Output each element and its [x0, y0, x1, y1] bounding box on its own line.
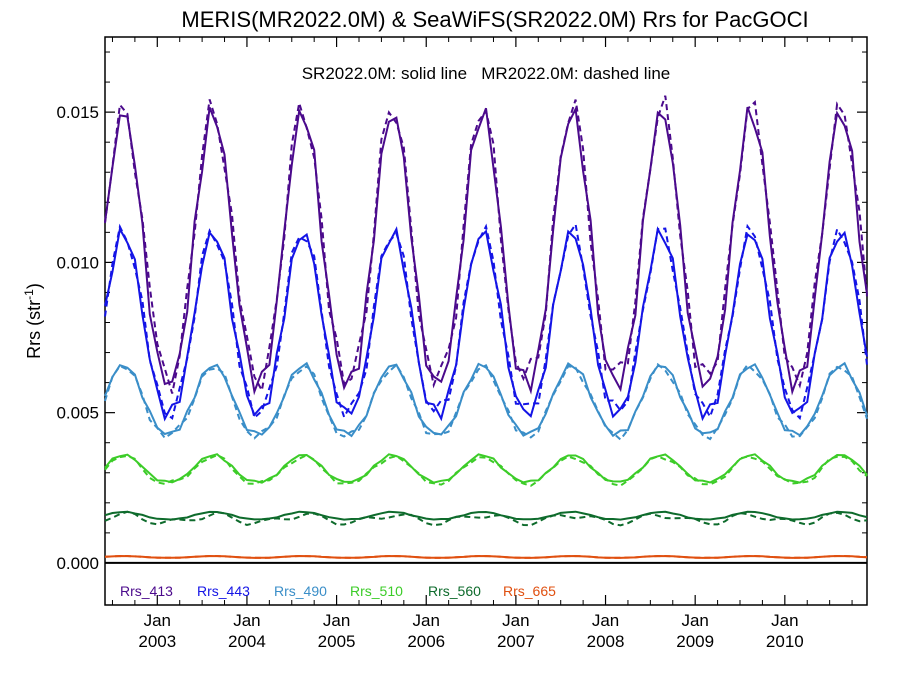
- x-tick-month: Jan: [771, 611, 798, 630]
- y-tick-label: 0.015: [56, 103, 99, 122]
- x-tick-month: Jan: [592, 611, 619, 630]
- legend-entry-rrs_443: Rrs_443: [197, 583, 250, 599]
- series-rrs_665-dashed: [104, 554, 868, 559]
- series-rrs_560-solid: [104, 510, 868, 521]
- legend-entry-rrs_510: Rrs_510: [350, 583, 403, 599]
- x-tick-year: 2007: [497, 632, 535, 651]
- series-rrs_510-dashed: [104, 453, 868, 487]
- x-tick-month: Jan: [144, 611, 171, 630]
- x-tick-year: 2003: [138, 632, 176, 651]
- y-tick-label: 0.005: [56, 404, 99, 423]
- x-tick-month: Jan: [413, 611, 440, 630]
- legend-entry-rrs_560: Rrs_560: [428, 583, 481, 599]
- y-tick-label: 0.000: [56, 554, 99, 573]
- plot-frame: [104, 36, 868, 606]
- x-tick-year: 2008: [587, 632, 625, 651]
- y-axis-label-sup: -1: [22, 289, 36, 300]
- x-tick-month: Jan: [681, 611, 708, 630]
- legend-entry-rrs_665: Rrs_665: [503, 583, 556, 599]
- series-rrs_560-dashed: [104, 510, 868, 527]
- y-axis: 0.000 0.005 0.010 0.015: [56, 51, 867, 573]
- x-axis: Jan 2003 Jan 2004 Jan 2005 Jan 2006 Jan 2007 Jan 20…: [111, 37, 853, 651]
- x-tick-month: Jan: [323, 611, 350, 630]
- chart-title: MERIS(MR2022.0M) & SeaWiFS(SR2022.0M) Rr…: [181, 7, 808, 32]
- series-layer: [104, 95, 868, 559]
- x-tick-month: Jan: [502, 611, 529, 630]
- series-rrs_510-solid: [104, 453, 868, 484]
- y-axis-label-end: ): [24, 283, 44, 289]
- x-tick-year: 2005: [318, 632, 356, 651]
- legend-entry-rrs_413: Rrs_413: [120, 583, 173, 599]
- x-tick-year: 2006: [407, 632, 445, 651]
- series-rrs_443-dashed: [104, 221, 868, 421]
- y-axis-label-main: Rrs (str: [24, 300, 44, 359]
- series-rrs_490-dashed: [104, 362, 868, 441]
- x-tick-month: Jan: [233, 611, 260, 630]
- x-tick-year: 2004: [228, 632, 266, 651]
- series-rrs_490-solid: [104, 361, 868, 438]
- y-axis-label: Rrs (str-1): [22, 283, 44, 359]
- series-rrs_413-dashed: [104, 95, 868, 394]
- legend: Rrs_413 Rrs_443 Rrs_490 Rrs_510 Rrs_560 Rrs_6…: [120, 583, 556, 599]
- legend-entry-rrs_490: Rrs_490: [274, 583, 327, 599]
- series-rrs_443-solid: [104, 225, 868, 422]
- x-tick-year: 2010: [766, 632, 804, 651]
- y-tick-label: 0.010: [56, 253, 99, 272]
- line-style-annotation: SR2022.0M: solid line MR2022.0M: dashed …: [302, 64, 671, 83]
- x-tick-year: 2009: [676, 632, 714, 651]
